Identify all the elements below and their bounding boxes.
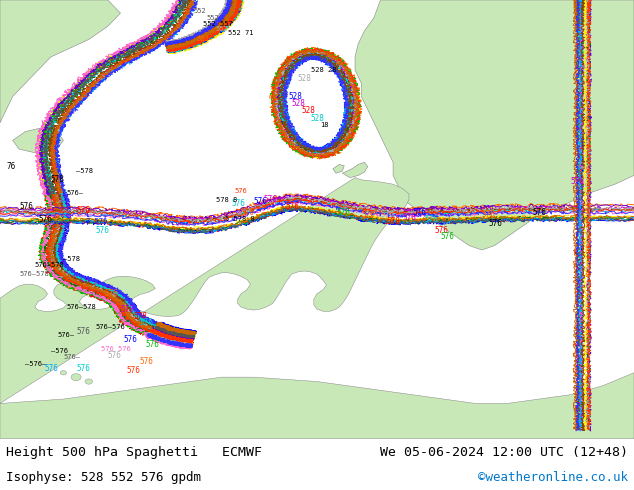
Text: 576: 576 [254, 197, 268, 206]
Text: 576—: 576— [67, 190, 84, 196]
Polygon shape [0, 177, 634, 439]
Text: We 05-06-2024 12:00 UTC (12+48): We 05-06-2024 12:00 UTC (12+48) [380, 446, 628, 460]
Text: 576: 576 [38, 215, 52, 224]
Text: 578: 578 [51, 175, 65, 184]
Text: 578: 578 [120, 305, 134, 314]
Polygon shape [13, 127, 63, 153]
Text: 576—578: 576—578 [67, 304, 96, 310]
Text: 576: 576 [139, 357, 153, 367]
Text: 552: 552 [216, 25, 228, 31]
Text: 578: 578 [133, 312, 147, 321]
Text: 528: 528 [298, 74, 312, 83]
Text: 576: 576 [76, 327, 90, 336]
Circle shape [71, 374, 81, 381]
Text: 576: 576 [127, 366, 141, 375]
Text: 576: 576 [124, 335, 138, 344]
Circle shape [60, 370, 67, 375]
Text: 576: 576 [285, 201, 299, 211]
Text: 528: 528 [288, 92, 302, 101]
Text: 576: 576 [146, 340, 160, 349]
Text: 576: 576 [235, 188, 247, 194]
Text: 18: 18 [320, 122, 328, 128]
Text: 576: 576 [533, 208, 547, 217]
Text: 576—: 576— [63, 354, 81, 361]
Text: 578: 578 [387, 217, 401, 226]
Text: 576—578: 576—578 [19, 271, 49, 277]
Text: 576: 576 [76, 206, 90, 215]
Text: 552 557: 552 557 [203, 21, 233, 27]
Text: 528: 528 [311, 114, 325, 123]
Text: 576: 576 [44, 364, 58, 373]
Text: 576: 576 [105, 289, 119, 298]
Text: 576—578: 576—578 [35, 262, 65, 269]
Text: 576 576: 576 576 [101, 345, 131, 352]
Text: —576—: —576— [25, 361, 47, 367]
Text: 576: 576 [361, 210, 375, 220]
Text: 76: 76 [6, 162, 16, 171]
Text: —578: —578 [63, 256, 81, 262]
Text: 576: 576 [434, 226, 448, 235]
Text: 576: 576 [571, 177, 585, 187]
Text: —576: —576 [51, 348, 68, 354]
Polygon shape [342, 162, 368, 177]
Text: 5 578 8: 5 578 8 [225, 216, 255, 222]
Text: 576: 576 [380, 210, 394, 220]
Circle shape [85, 379, 93, 384]
Text: 576: 576 [412, 208, 426, 217]
Polygon shape [355, 0, 634, 250]
Text: 576: 576 [441, 232, 455, 241]
Text: 576—576: 576—576 [95, 324, 125, 330]
Text: 528: 528 [292, 98, 306, 108]
Text: 576: 576 [139, 318, 153, 327]
Polygon shape [0, 0, 120, 123]
Text: 578: 578 [403, 213, 417, 221]
Text: 552 71: 552 71 [228, 30, 254, 36]
Text: 576: 576 [95, 226, 109, 235]
Text: 552: 552 [193, 8, 206, 14]
Text: 576: 576 [482, 210, 496, 220]
Text: 528 28: 528 28 [311, 67, 336, 73]
Text: Height 500 hPa Spaghetti   ECMWF: Height 500 hPa Spaghetti ECMWF [6, 446, 262, 460]
Text: 576: 576 [231, 199, 245, 208]
Text: 528: 528 [301, 106, 315, 115]
Text: 576: 576 [76, 364, 90, 373]
Text: 552: 552 [197, 36, 209, 43]
Text: ©weatheronline.co.uk: ©weatheronline.co.uk [477, 470, 628, 484]
Text: 576: 576 [336, 208, 350, 217]
Text: Isophyse: 528 552 576 gpdm: Isophyse: 528 552 576 gpdm [6, 470, 202, 484]
Text: 576: 576 [19, 201, 33, 211]
Text: 552: 552 [206, 15, 219, 21]
Text: 578 8: 578 8 [216, 196, 237, 202]
Polygon shape [333, 165, 344, 173]
Text: 576—: 576— [57, 333, 74, 339]
Text: 576: 576 [108, 351, 122, 360]
Text: 576: 576 [263, 195, 277, 204]
Text: 576: 576 [425, 215, 439, 224]
Text: 576: 576 [241, 208, 255, 217]
Text: —578: —578 [76, 168, 93, 174]
Text: 576: 576 [488, 219, 502, 228]
Text: 3 576: 3 576 [86, 219, 107, 224]
